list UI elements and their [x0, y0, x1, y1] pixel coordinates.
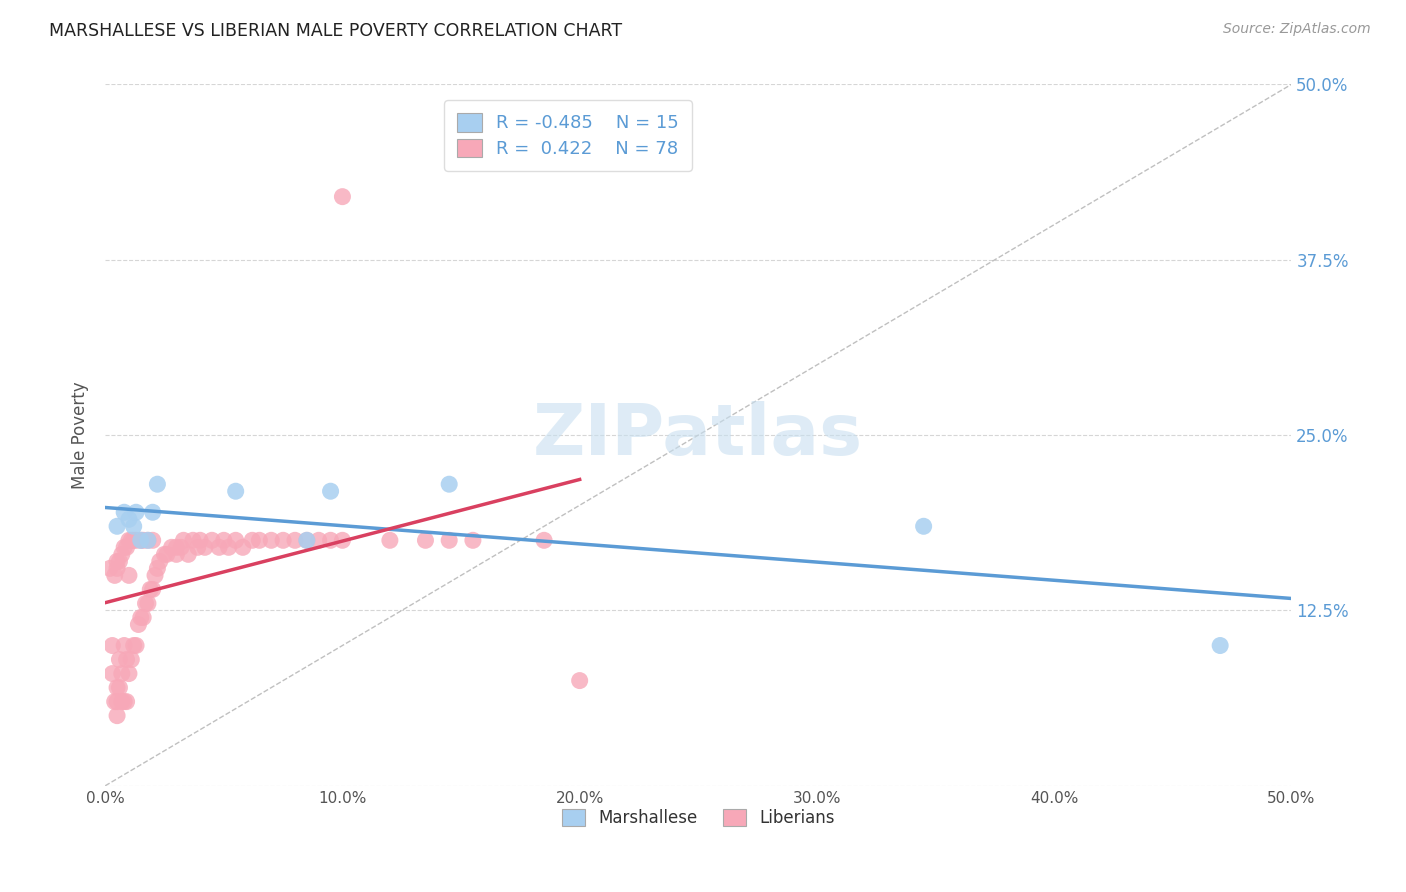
Point	[332, 189, 354, 203]
Point	[120, 652, 142, 666]
Point	[232, 541, 254, 555]
Point	[194, 541, 217, 555]
Point	[378, 533, 401, 548]
Point	[129, 610, 152, 624]
Point	[142, 505, 165, 519]
Point	[129, 533, 152, 548]
Point	[284, 533, 307, 548]
Point	[225, 533, 247, 548]
Point	[187, 541, 209, 555]
Point	[122, 639, 145, 653]
Point	[101, 639, 124, 653]
Point	[136, 533, 159, 548]
Point	[146, 477, 169, 491]
Point	[332, 533, 354, 548]
Point	[437, 533, 460, 548]
Point	[149, 554, 172, 568]
Point	[122, 533, 145, 548]
Point	[165, 541, 187, 555]
Point	[218, 541, 240, 555]
Point	[533, 533, 555, 548]
Point	[308, 533, 330, 548]
Point	[105, 554, 128, 568]
Point	[461, 533, 484, 548]
Point	[111, 695, 134, 709]
Point	[111, 547, 134, 561]
Point	[118, 533, 141, 548]
Point	[132, 533, 155, 548]
Point	[295, 533, 318, 548]
Point	[240, 533, 263, 548]
Point	[112, 695, 135, 709]
Point	[188, 533, 211, 548]
Point	[160, 541, 183, 555]
Point	[125, 505, 148, 519]
Point	[129, 533, 152, 548]
Point	[125, 533, 148, 548]
Point	[108, 554, 131, 568]
Point	[225, 484, 247, 499]
Point	[208, 541, 231, 555]
Point	[181, 533, 204, 548]
Point	[98, 561, 121, 575]
Point	[115, 695, 138, 709]
Point	[146, 561, 169, 575]
Point	[105, 681, 128, 695]
Point	[101, 666, 124, 681]
Text: MARSHALLESE VS LIBERIAN MALE POVERTY CORRELATION CHART: MARSHALLESE VS LIBERIAN MALE POVERTY COR…	[49, 22, 623, 40]
Point	[568, 673, 591, 688]
Point	[118, 512, 141, 526]
Text: ZIPatlas: ZIPatlas	[533, 401, 863, 469]
Point	[212, 533, 235, 548]
Point	[115, 652, 138, 666]
Point	[118, 568, 141, 582]
Point	[165, 547, 187, 561]
Point	[112, 505, 135, 519]
Point	[319, 484, 342, 499]
Point	[104, 695, 127, 709]
Point	[177, 547, 200, 561]
Point	[249, 533, 271, 548]
Point	[108, 652, 131, 666]
Point	[125, 639, 148, 653]
Point	[295, 533, 318, 548]
Point	[118, 666, 141, 681]
Point	[127, 617, 149, 632]
Point	[142, 582, 165, 597]
Point	[105, 561, 128, 575]
Point	[132, 610, 155, 624]
Point	[115, 541, 138, 555]
Point	[153, 547, 176, 561]
Legend: Marshallese, Liberians: Marshallese, Liberians	[555, 802, 841, 833]
Point	[437, 477, 460, 491]
Point	[122, 519, 145, 533]
Point	[112, 541, 135, 555]
Point	[105, 708, 128, 723]
Point	[912, 519, 935, 533]
Text: Source: ZipAtlas.com: Source: ZipAtlas.com	[1223, 22, 1371, 37]
Point	[105, 519, 128, 533]
Point	[415, 533, 437, 548]
Point	[112, 639, 135, 653]
Point	[120, 533, 142, 548]
Point	[139, 582, 162, 597]
Point	[1209, 639, 1232, 653]
Point	[143, 568, 166, 582]
Point	[111, 666, 134, 681]
Point	[173, 533, 195, 548]
Point	[104, 568, 127, 582]
Point	[135, 596, 157, 610]
Point	[108, 681, 131, 695]
Point	[136, 596, 159, 610]
Point	[319, 533, 342, 548]
Point	[170, 541, 193, 555]
Point	[142, 533, 165, 548]
Point	[156, 547, 179, 561]
Point	[136, 533, 159, 548]
Y-axis label: Male Poverty: Male Poverty	[72, 381, 89, 489]
Point	[260, 533, 283, 548]
Point	[201, 533, 224, 548]
Point	[105, 695, 128, 709]
Point	[271, 533, 294, 548]
